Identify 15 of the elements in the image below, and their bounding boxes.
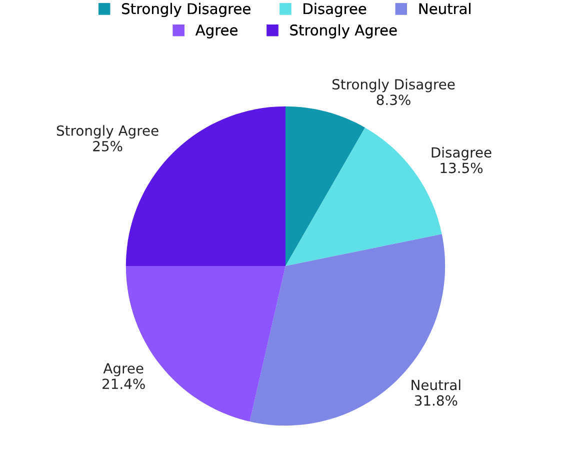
data-label: 13.5% (440, 162, 483, 174)
data-label: 21.4% (102, 378, 145, 390)
legend-label: Neutral (419, 2, 470, 14)
legend-label: Disagree (304, 2, 366, 18)
slice-label: Agree (103, 363, 144, 376)
slice-label: Strongly Agree (56, 125, 158, 139)
slice-label: Neutral (412, 379, 460, 390)
slice-label: Disagree (432, 146, 492, 160)
data-label: 31.8% (414, 395, 458, 406)
legend-label: Agree (195, 24, 238, 38)
slice-label: Strongly Disagree (332, 78, 455, 92)
legend-label: Strongly Agree (290, 24, 397, 38)
data-label: 8.3% (376, 94, 410, 106)
data-label: 25% (93, 140, 122, 152)
legend-label: Strongly Disagree (122, 2, 250, 18)
